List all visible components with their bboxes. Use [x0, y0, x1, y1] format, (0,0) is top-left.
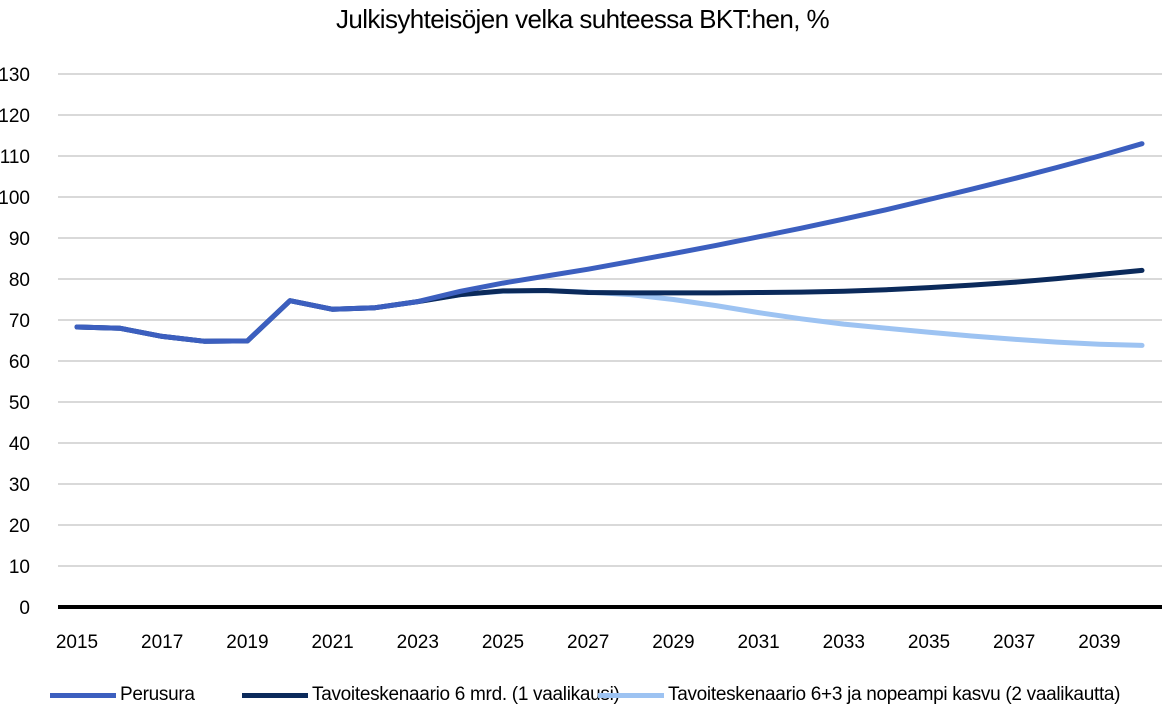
x-tick-label: 2021 [311, 632, 353, 653]
legend-label: Tavoiteskenaario 6+3 ja nopeampi kasvu (… [668, 684, 1121, 705]
legend-label: Perusura [120, 684, 195, 705]
x-tick-label: 2019 [226, 632, 268, 653]
x-tick-label: 2023 [397, 632, 439, 653]
y-tick-label: 120 [0, 106, 30, 127]
legend-swatch [50, 692, 116, 698]
y-tick-label: 130 [0, 65, 30, 86]
y-tick-label: 70 [9, 311, 30, 332]
x-tick-label: 2025 [482, 632, 524, 653]
y-axis-tick-labels: 0 10 20 30 40 50 60 70 80 90 100 110 120 130 [0, 65, 30, 619]
x-tick-label: 2035 [908, 632, 950, 653]
legend-item: Tavoiteskenaario 6+3 ja nopeampi kasvu (… [598, 684, 1121, 706]
x-tick-label: 2015 [56, 632, 98, 653]
series-lines [74, 141, 1145, 348]
legend-item: Perusura [50, 684, 195, 706]
series-line [74, 267, 1145, 344]
y-tick-label: 30 [9, 475, 30, 496]
legend-swatch [242, 692, 308, 698]
x-tick-label: 2027 [567, 632, 609, 653]
x-axis-tick-labels: 2015 2017 2019 2021 2023 2025 2027 2029 2031 2033… [56, 632, 1121, 653]
y-tick-label: 60 [9, 352, 30, 373]
series-line [74, 141, 1145, 344]
y-tick-label: 90 [9, 229, 30, 250]
x-tick-label: 2017 [141, 632, 183, 653]
y-tick-label: 110 [0, 147, 30, 168]
series-line [74, 288, 1145, 348]
x-tick-label: 2033 [823, 632, 865, 653]
legend-swatch [598, 692, 664, 698]
y-tick-label: 100 [0, 188, 30, 209]
y-tick-label: 20 [9, 516, 30, 537]
y-tick-label: 0 [19, 598, 30, 619]
gridlines [58, 73, 1162, 567]
legend-item: Tavoiteskenaario 6 mrd. (1 vaalikausi) [242, 684, 620, 706]
y-tick-label: 80 [9, 270, 30, 291]
y-tick-label: 40 [9, 434, 30, 455]
x-tick-label: 2037 [993, 632, 1035, 653]
chart-title: Julkisyhteisöjen velka suhteessa BKT:hen… [335, 4, 830, 34]
x-tick-label: 2039 [1078, 632, 1120, 653]
x-tick-label: 2029 [652, 632, 694, 653]
y-tick-label: 10 [9, 557, 30, 578]
x-tick-label: 2031 [737, 632, 779, 653]
legend-label: Tavoiteskenaario 6 mrd. (1 vaalikausi) [312, 684, 620, 705]
legend: Perusura Tavoiteskenaario 6 mrd. (1 vaali… [0, 684, 1165, 714]
y-tick-label: 50 [9, 393, 30, 414]
